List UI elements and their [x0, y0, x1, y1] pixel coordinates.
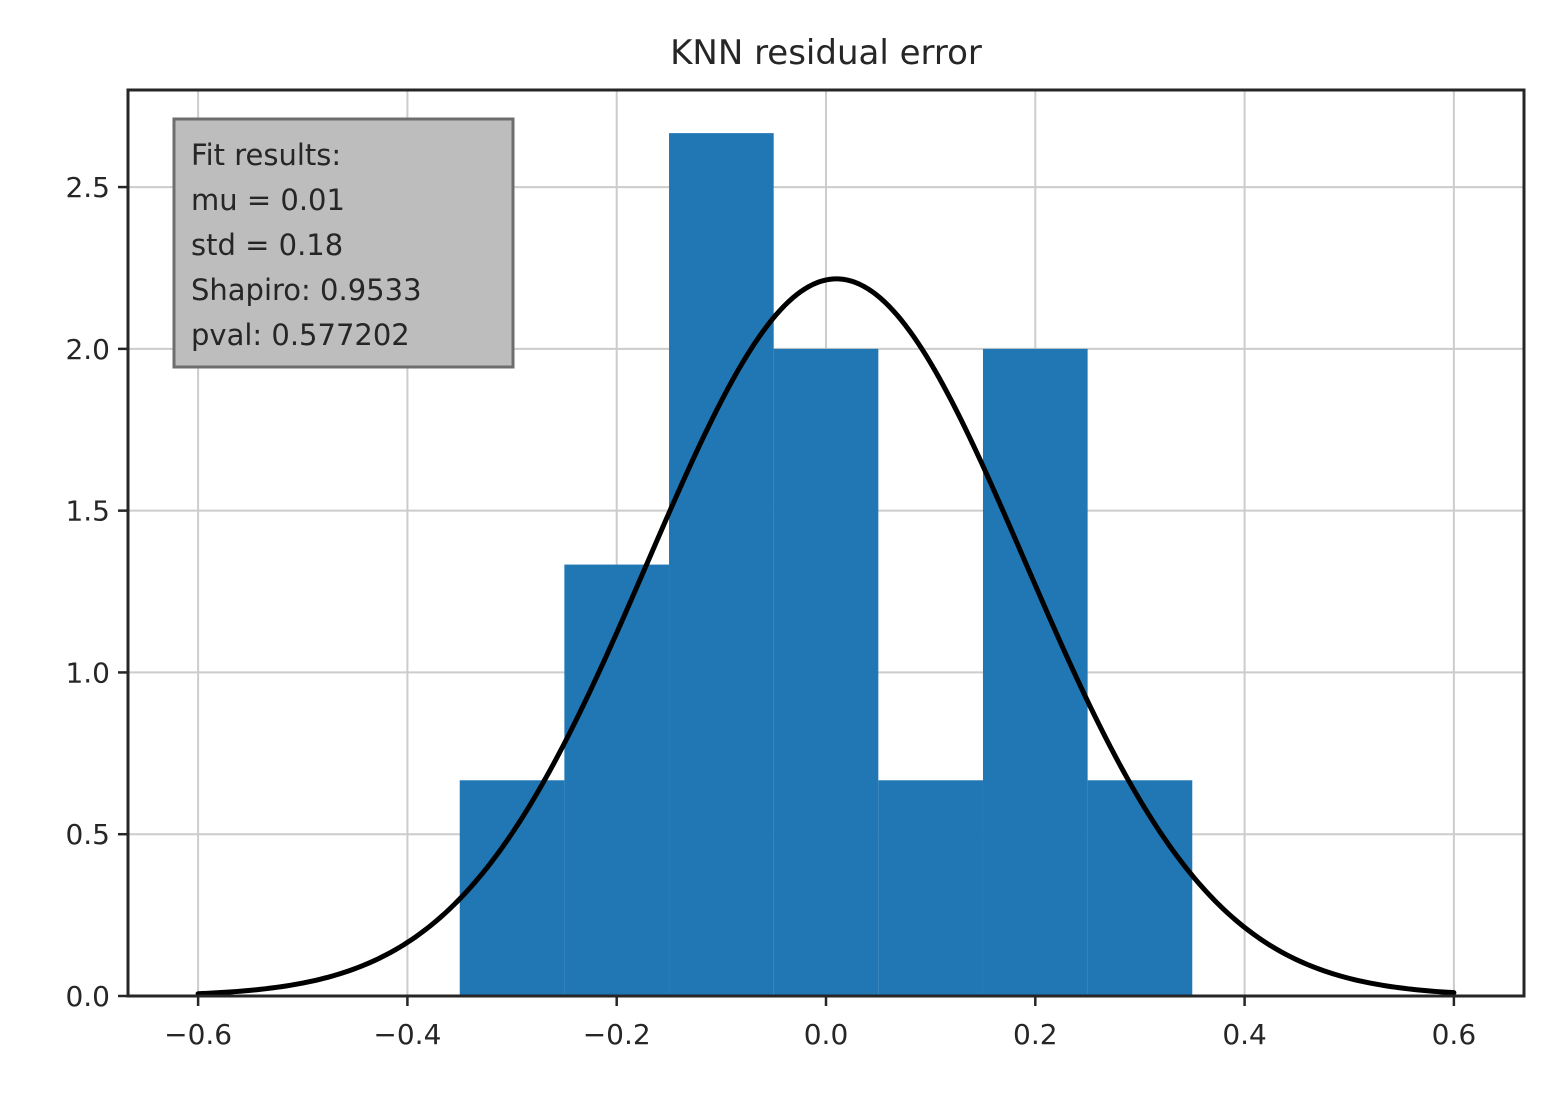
- histogram-bar: [982, 348, 1088, 996]
- y-axis: 0.0 0.5 1.0 1.5 2.0 2.5: [65, 171, 128, 1013]
- y-tick-label: 1.0: [65, 656, 110, 689]
- x-tick-label: 0.6: [1432, 1018, 1477, 1051]
- y-tick-label: 0.0: [65, 980, 110, 1013]
- x-tick-label: 0.4: [1222, 1018, 1267, 1051]
- x-tick-label: 0.2: [1013, 1018, 1058, 1051]
- x-tick-label: −0.4: [373, 1018, 441, 1051]
- histogram-bars: [459, 133, 1193, 996]
- x-tick-label: −0.2: [583, 1018, 651, 1051]
- x-tick-label: −0.6: [164, 1018, 232, 1051]
- fit-results-line: pval: 0.577202: [191, 318, 410, 352]
- y-tick-label: 1.5: [65, 495, 110, 528]
- histogram-bar: [773, 348, 879, 996]
- histogram-bar: [669, 133, 774, 996]
- fit-results-line: std = 0.18: [191, 228, 343, 262]
- fit-results-background: [172, 117, 515, 369]
- fit-results-line: Fit results:: [191, 138, 341, 172]
- x-tick-label: 0.0: [804, 1018, 849, 1051]
- chart-title: KNN residual error: [670, 33, 982, 73]
- y-tick-label: 2.0: [65, 333, 110, 366]
- histogram-bar: [459, 780, 565, 996]
- fit-results-box: Fit results: mu = 0.01 std = 0.18 Shapiro: …: [172, 117, 515, 369]
- fit-results-line: Shapiro: 0.9533: [191, 273, 422, 307]
- histogram-bar: [1087, 780, 1193, 996]
- fit-results-line: mu = 0.01: [191, 183, 345, 217]
- y-tick-label: 2.5: [65, 171, 110, 204]
- x-axis: −0.6 −0.4 −0.2 0.0 0.2 0.4 0.6: [164, 996, 1476, 1051]
- y-tick-label: 0.5: [65, 818, 110, 851]
- fit-curve: [195, 276, 1457, 997]
- histogram-bar: [878, 780, 983, 996]
